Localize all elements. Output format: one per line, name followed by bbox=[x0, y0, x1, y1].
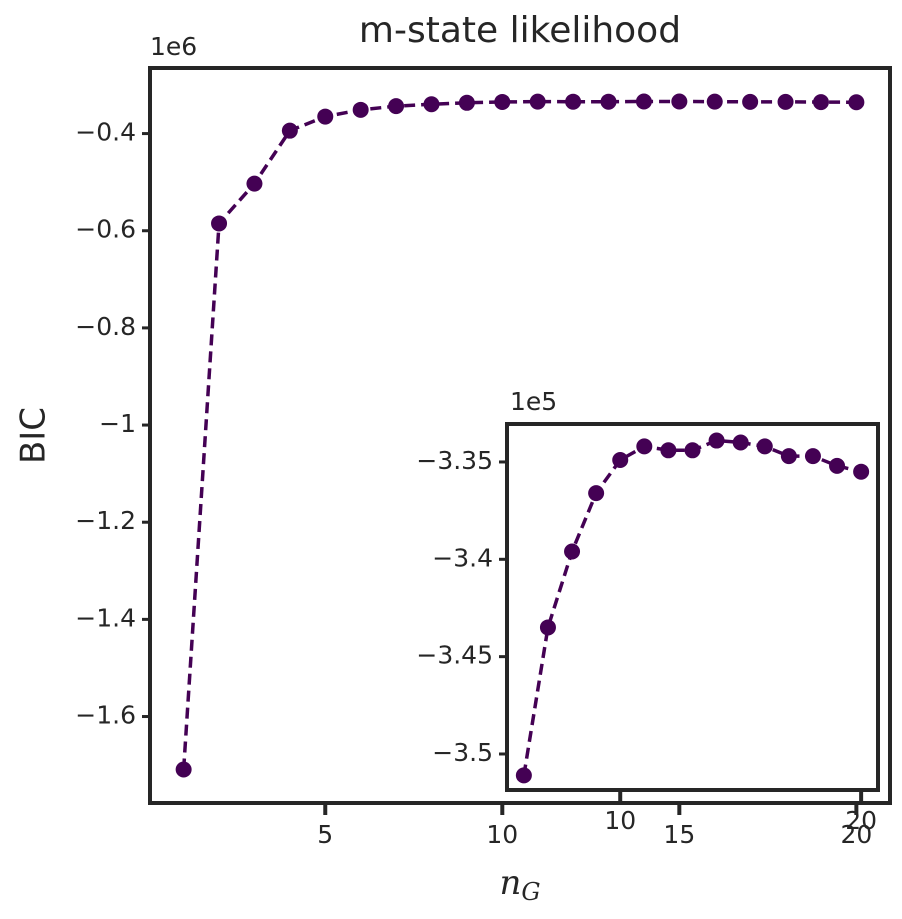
data-point bbox=[246, 175, 263, 192]
x-tick-label: 20 bbox=[845, 806, 877, 835]
x-tick-label: 15 bbox=[663, 820, 695, 849]
x-tick-label: 10 bbox=[604, 806, 636, 835]
data-point bbox=[732, 434, 749, 451]
y-tick-label: −3.45 bbox=[416, 641, 493, 670]
y-tick-label: −3.35 bbox=[416, 446, 493, 475]
data-point bbox=[352, 101, 369, 118]
data-point bbox=[515, 767, 532, 784]
data-point bbox=[281, 122, 298, 139]
data-point bbox=[211, 215, 228, 232]
y-tick-label: −1.4 bbox=[75, 603, 136, 632]
data-point bbox=[317, 108, 334, 125]
data-point bbox=[175, 761, 192, 778]
data-point bbox=[706, 93, 723, 110]
y-tick-label: −1 bbox=[99, 409, 136, 438]
chart-title: m-state likelihood bbox=[359, 10, 681, 51]
y-tick-label: −1.2 bbox=[75, 506, 136, 535]
x-tick-label: 20 bbox=[840, 820, 872, 849]
y-tick-label: −3.4 bbox=[432, 543, 493, 572]
x-axis-label: nG bbox=[499, 863, 540, 906]
data-point bbox=[539, 619, 556, 636]
data-point bbox=[600, 93, 617, 110]
data-point bbox=[458, 94, 475, 111]
y-tick-label: −0.4 bbox=[75, 118, 136, 147]
data-point bbox=[684, 442, 701, 459]
x-tick-label: 10 bbox=[486, 820, 518, 849]
data-point bbox=[564, 543, 581, 560]
data-point bbox=[853, 463, 870, 480]
data-point bbox=[612, 452, 629, 469]
data-point bbox=[423, 96, 440, 113]
plot-frame bbox=[148, 66, 892, 805]
data-point bbox=[565, 93, 582, 110]
data-point bbox=[804, 448, 821, 465]
data-point bbox=[494, 93, 511, 110]
data-point bbox=[848, 94, 865, 111]
data-point bbox=[708, 432, 725, 449]
data-point bbox=[829, 457, 846, 474]
offset-text: 1e6 bbox=[150, 32, 197, 61]
plot-area bbox=[507, 424, 878, 790]
y-tick-label: −0.8 bbox=[75, 312, 136, 341]
data-point bbox=[812, 94, 829, 111]
data-point bbox=[777, 93, 794, 110]
data-point bbox=[636, 438, 653, 455]
y-tick-label: −0.6 bbox=[75, 215, 136, 244]
y-tick-label: −3.5 bbox=[432, 738, 493, 767]
data-point bbox=[588, 485, 605, 502]
data-point bbox=[660, 442, 677, 459]
y-axis-label: BIC bbox=[14, 407, 54, 464]
data-point bbox=[388, 98, 405, 115]
data-point bbox=[671, 93, 688, 110]
y-tick-label: −1.6 bbox=[75, 701, 136, 730]
data-point bbox=[529, 93, 546, 110]
data-point bbox=[756, 438, 773, 455]
plot-frame bbox=[505, 422, 880, 792]
data-point bbox=[780, 448, 797, 465]
offset-text: 1e5 bbox=[510, 387, 557, 416]
data-point bbox=[742, 93, 759, 110]
data-point bbox=[635, 93, 652, 110]
x-tick-label: 5 bbox=[317, 820, 333, 849]
